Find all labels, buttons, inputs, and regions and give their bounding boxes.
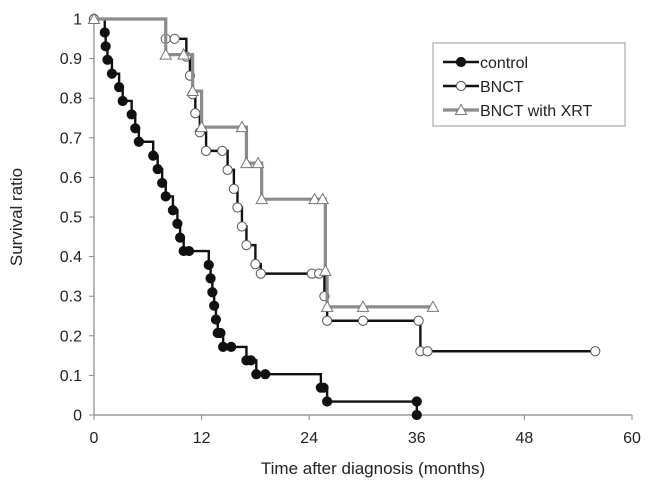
data-point <box>241 240 252 251</box>
data-point <box>100 41 111 52</box>
data-point <box>411 409 422 421</box>
data-point <box>157 177 168 189</box>
data-point <box>228 183 239 194</box>
data-point <box>160 191 171 202</box>
y-tick-label: 0 <box>73 408 82 425</box>
data-point <box>320 300 334 312</box>
data-point <box>245 355 257 366</box>
data-point <box>159 48 173 60</box>
data-point <box>235 120 249 133</box>
data-point <box>117 95 128 107</box>
data-point <box>413 315 424 326</box>
data-point <box>260 369 271 380</box>
legend-label: BNCT with XRT <box>480 103 593 120</box>
data-point <box>318 264 332 276</box>
x-tick-label: 60 <box>623 430 641 447</box>
series-bnct-with-xrt <box>87 12 440 312</box>
data-point <box>167 205 179 216</box>
data-point <box>152 163 163 175</box>
data-point <box>357 315 369 326</box>
y-tick-label: 0.7 <box>60 130 82 147</box>
data-point <box>426 300 440 312</box>
data-point <box>169 33 180 44</box>
data-point <box>422 346 433 357</box>
y-tick-label: 0.6 <box>60 170 82 187</box>
data-point <box>255 268 266 279</box>
data-point <box>308 192 322 205</box>
y-tick-label: 0.4 <box>60 249 82 266</box>
data-point <box>99 27 110 38</box>
data-point <box>87 12 101 24</box>
x-tick-label: 0 <box>90 430 99 447</box>
data-point <box>217 145 228 156</box>
legend-swatch-marker <box>455 56 467 68</box>
y-tick-label: 0.1 <box>60 368 82 385</box>
data-point <box>172 218 183 229</box>
data-point <box>210 314 222 325</box>
data-point <box>236 221 248 232</box>
data-point <box>316 192 330 205</box>
data-point <box>174 232 186 243</box>
data-point <box>102 54 113 65</box>
data-point <box>183 245 195 257</box>
data-point <box>322 396 333 407</box>
y-tick-label: 0.3 <box>60 289 82 306</box>
y-tick-label: 0.8 <box>60 91 82 108</box>
data-point <box>250 259 261 270</box>
data-point <box>207 287 218 298</box>
series-control <box>88 13 422 421</box>
x-tick-label: 12 <box>193 430 211 447</box>
data-point <box>411 396 422 407</box>
data-point <box>200 145 212 156</box>
x-axis-title: Time after diagnosis (months) <box>261 459 485 478</box>
data-point <box>186 84 200 97</box>
data-point <box>177 48 191 60</box>
data-point <box>356 300 370 312</box>
series-line <box>94 17 418 415</box>
y-axis-title: Survival ratio <box>7 168 26 266</box>
data-point <box>215 327 226 339</box>
y-tick-label: 0.5 <box>60 210 82 227</box>
data-point <box>148 150 159 161</box>
legend-label: control <box>480 55 528 72</box>
data-point <box>190 108 201 119</box>
x-tick-label: 48 <box>516 430 534 447</box>
data-point <box>239 156 253 169</box>
legend-swatch-marker <box>455 80 467 92</box>
data-point <box>195 120 209 133</box>
legend-label: BNCT <box>480 79 524 96</box>
data-point <box>318 382 329 393</box>
data-point <box>106 68 118 79</box>
data-point <box>251 369 262 380</box>
data-point <box>205 273 216 284</box>
data-point <box>209 300 220 311</box>
legend-swatch-marker <box>454 103 468 115</box>
y-tick-label: 0.9 <box>60 51 82 68</box>
x-tick-label: 24 <box>300 430 318 447</box>
data-point <box>590 346 601 357</box>
data-point <box>322 315 333 326</box>
data-point <box>251 156 265 169</box>
data-point <box>255 192 269 205</box>
data-point <box>226 341 237 352</box>
series-line <box>94 17 433 309</box>
data-point <box>232 202 243 213</box>
data-point <box>130 123 141 134</box>
y-tick-label: 1 <box>73 12 82 29</box>
data-point <box>114 82 125 93</box>
data-point <box>222 164 233 175</box>
data-point <box>203 259 214 271</box>
data-point <box>126 109 137 120</box>
data-point <box>133 136 144 147</box>
y-tick-label: 0.2 <box>60 328 82 345</box>
x-tick-label: 36 <box>408 430 426 447</box>
